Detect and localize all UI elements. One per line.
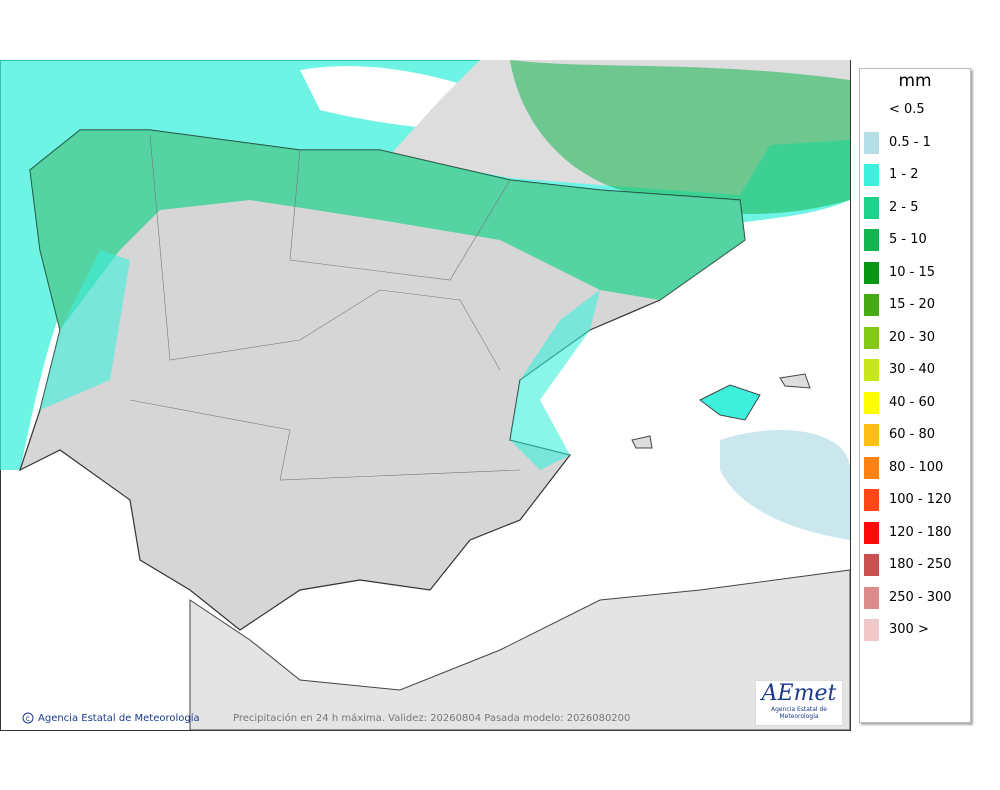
mallorca: [699, 384, 761, 421]
rain-area: [510, 60, 850, 214]
map: [0, 60, 851, 731]
legend-swatch: [864, 326, 879, 349]
logo: AEmet Agencia Estatal de Meteorología: [755, 680, 843, 726]
legend-label: 60 - 80: [889, 427, 936, 442]
logo-name: AEmet: [761, 681, 837, 706]
legend-swatch: [864, 489, 879, 511]
logo-subtitle: Agencia Estatal de Meteorología: [770, 706, 827, 720]
copyright-icon: c: [22, 712, 34, 724]
legend-label: 40 - 60: [889, 394, 936, 410]
rain-area: [40, 250, 130, 410]
svg-text:c: c: [26, 714, 30, 723]
credit: Agencia Estatal de Meteorología: [38, 713, 200, 724]
legend-label: 5 - 10: [889, 232, 927, 247]
legend-swatch: [864, 391, 879, 414]
legend-label: 80 - 100: [889, 459, 944, 475]
legend-label: 180 - 250: [889, 557, 952, 572]
ibiza: [631, 435, 653, 449]
legend-swatch: [864, 164, 879, 186]
legend-label: 2 - 5: [889, 199, 919, 215]
legend-label: 0.5 - 1: [889, 134, 931, 150]
legend-label: 120 - 180: [889, 524, 952, 540]
legend-swatch: [864, 619, 879, 641]
regional-borders: [129, 134, 521, 481]
legend-label: 250 - 300: [889, 589, 952, 605]
legend-label: 100 - 120: [889, 492, 952, 507]
legend-swatch: [864, 229, 879, 251]
legend-title: mm: [898, 71, 932, 91]
rain-area: [510, 290, 600, 470]
legend-label: < 0.5: [889, 102, 925, 117]
map-layers: [0, 60, 851, 731]
menorca: [779, 373, 811, 389]
legend-swatch: [864, 554, 879, 576]
legend-swatch: [864, 456, 879, 479]
rain-area: [720, 430, 850, 540]
legend-label: 300 >: [889, 622, 929, 637]
legend-swatch: [864, 294, 879, 316]
legend-swatch: [864, 521, 879, 544]
legend-swatch: [864, 261, 879, 284]
legend-swatch: [864, 586, 879, 609]
legend-label: 20 - 30: [889, 329, 936, 345]
legend-label: 1 - 2: [889, 167, 919, 182]
legend-swatch: [864, 424, 879, 446]
legend: mm < 0.5 0.5 - 1 1 - 2 2 - 5 5 - 10 10 - 15 15…: [859, 68, 971, 723]
legend-label: 30 - 40: [889, 362, 936, 377]
legend-swatch: [864, 131, 879, 154]
legend-swatch: [864, 359, 879, 381]
caption: Precipitación en 24 h máxima. Validez: 2…: [233, 713, 631, 724]
rain-area: [30, 130, 745, 330]
africa: [189, 569, 851, 731]
legend-label: 15 - 20: [889, 297, 936, 312]
legend-label: 10 - 15: [889, 264, 936, 280]
legend-swatch: [864, 196, 879, 219]
